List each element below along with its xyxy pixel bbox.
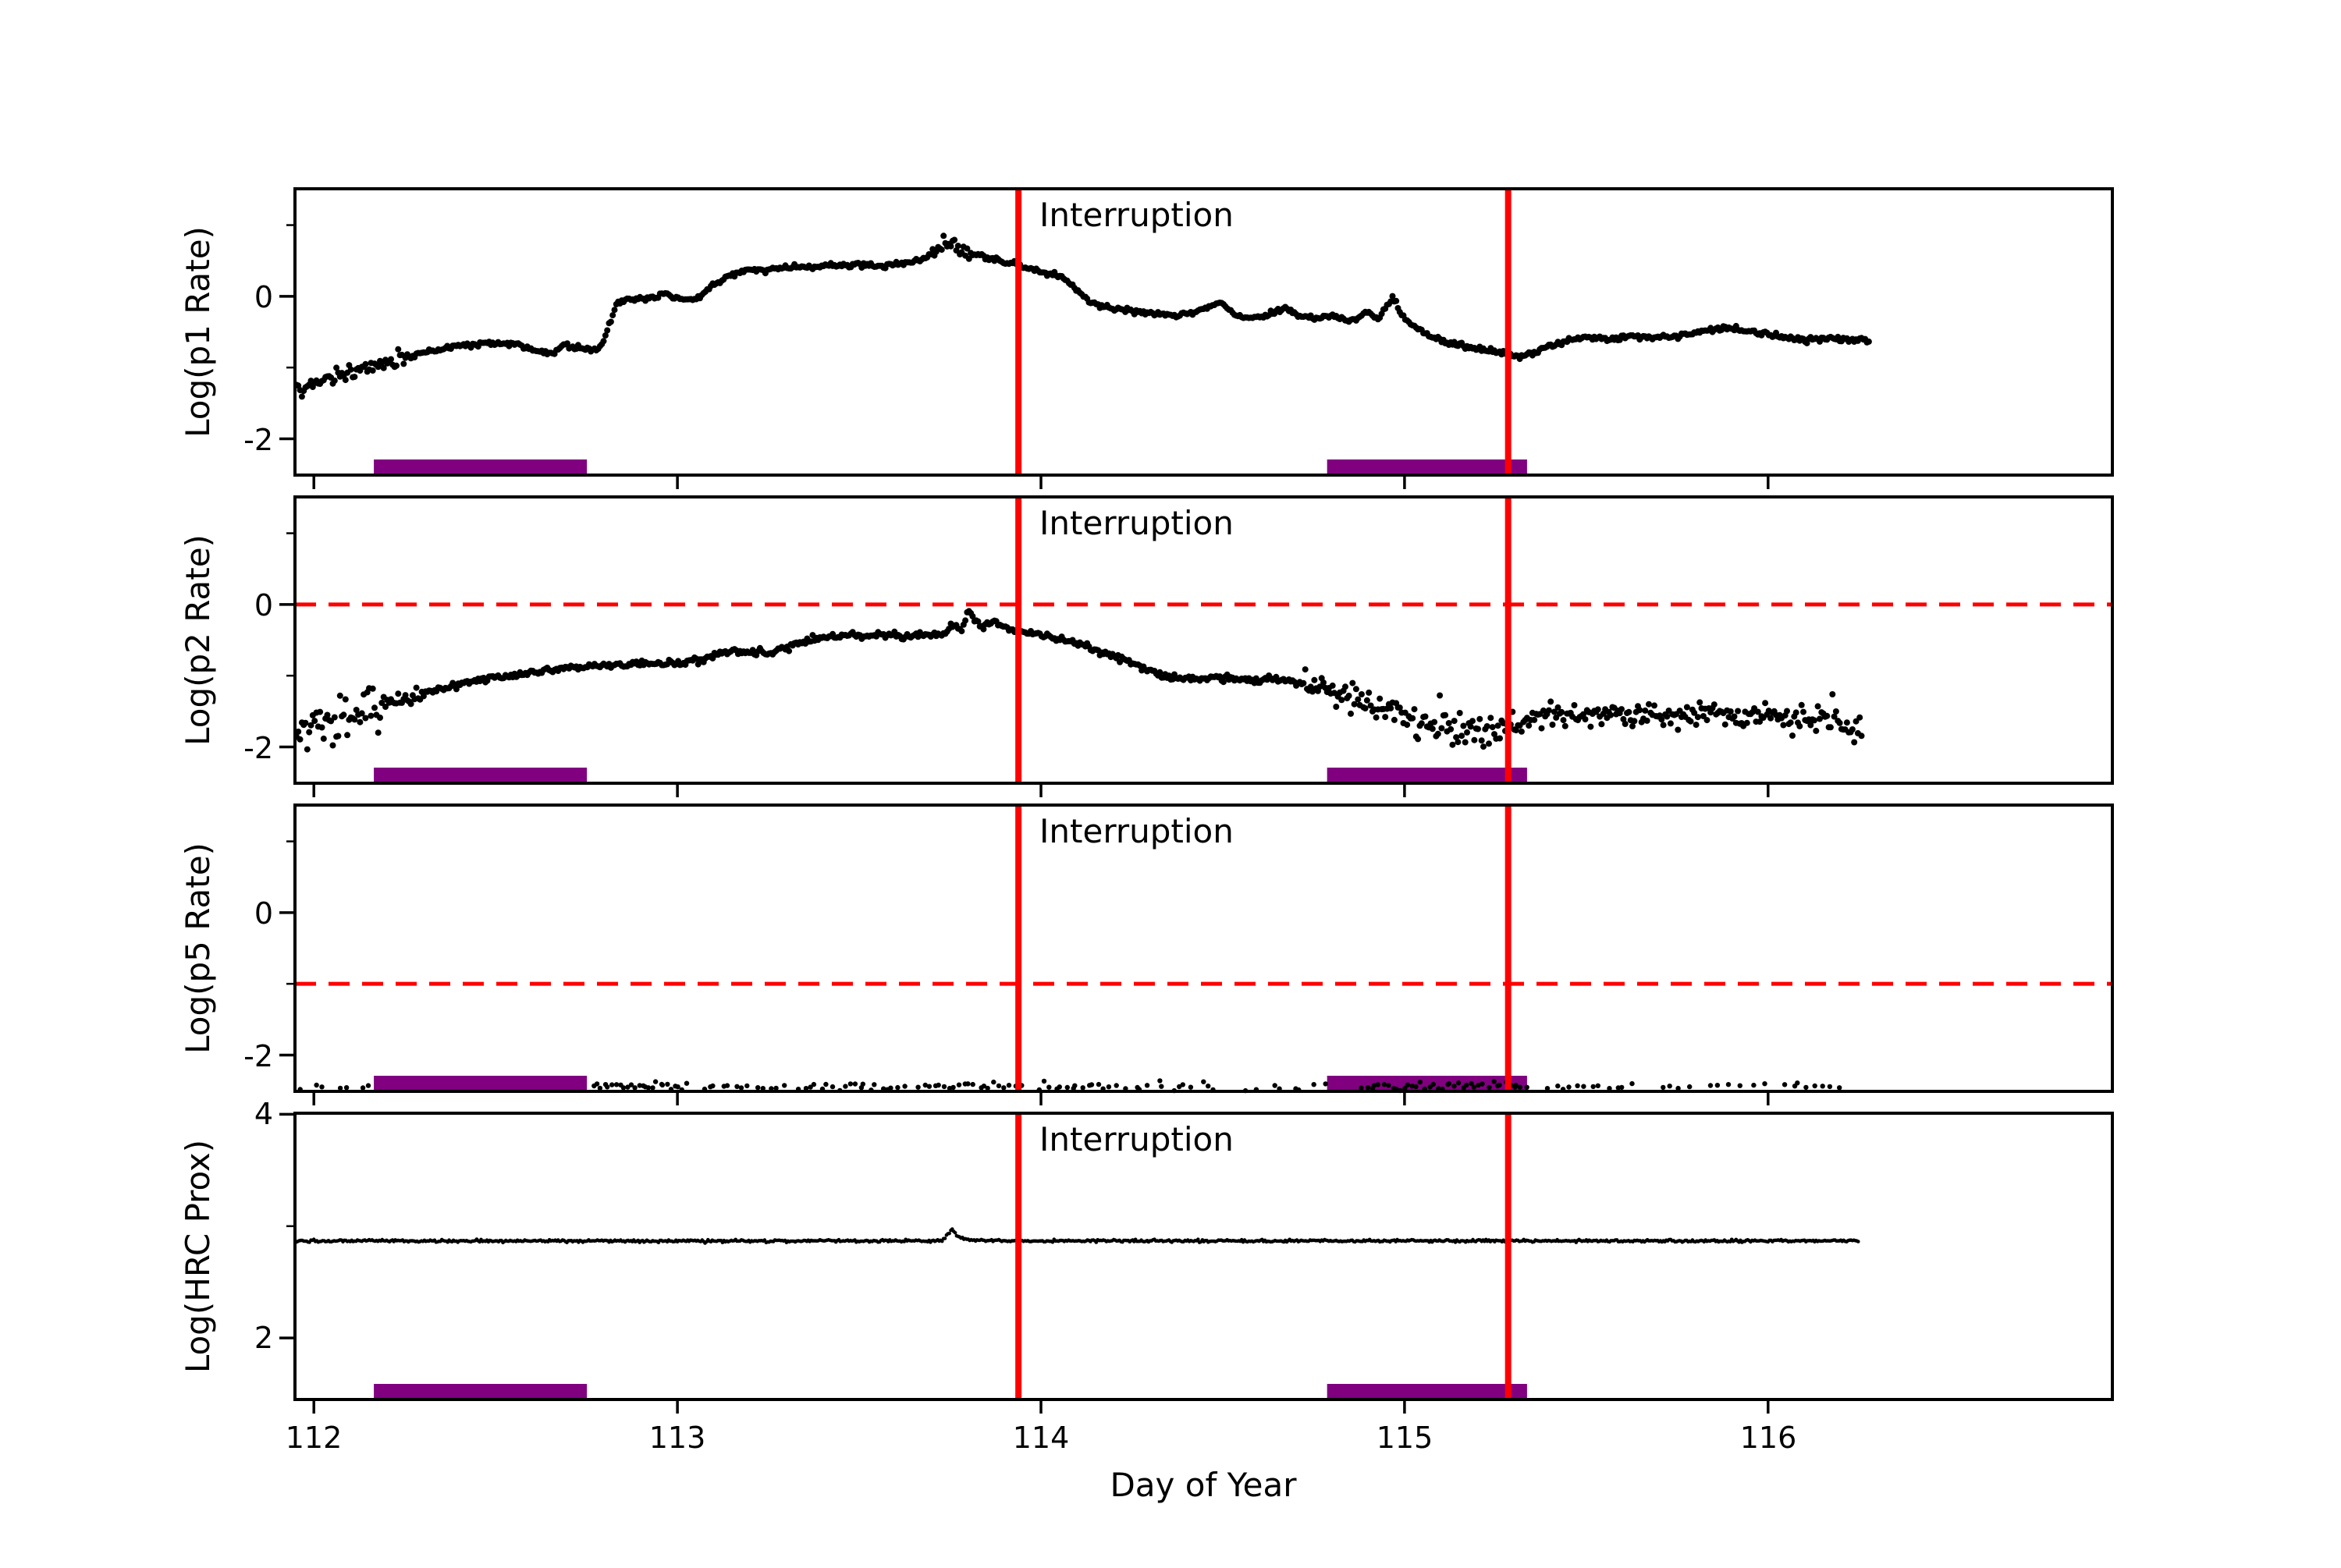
y-axis-label-p1: Log(p1 Rate) xyxy=(179,226,217,438)
x-tick-label: 114 xyxy=(1013,1421,1070,1455)
subplot-hrc xyxy=(279,1112,2114,1414)
x-axis-label: Day of Year xyxy=(1110,1466,1297,1504)
subplot-frame xyxy=(293,187,2114,477)
p2-series xyxy=(293,608,1865,753)
observation-band-1 xyxy=(374,1384,588,1398)
y-tick-label: 0 xyxy=(254,588,273,623)
chart-generated-content xyxy=(279,187,2114,1414)
subplot-frame xyxy=(293,1112,2114,1401)
y-tick-label: -2 xyxy=(243,423,273,457)
y-axis-label-p2: Log(p2 Rate) xyxy=(179,534,217,746)
interruption-annotation: Interruption xyxy=(1039,196,1234,234)
y-tick-label: 4 xyxy=(254,1097,273,1131)
x-tick-label: 115 xyxy=(1377,1421,1433,1455)
subplot-p1 xyxy=(279,187,2114,489)
observation-band-2 xyxy=(1327,459,1527,474)
subplot-p5 xyxy=(279,804,2114,1105)
y-axis-label-hrc: Log(HRC Prox) xyxy=(179,1140,217,1373)
observation-band-2 xyxy=(1327,1384,1527,1398)
observation-band-2 xyxy=(1327,768,1527,782)
observation-band-1 xyxy=(374,768,588,782)
y-tick-label: -2 xyxy=(243,731,273,765)
y-axis-label-p5: Log(p5 Rate) xyxy=(179,843,217,1054)
interruption-annotation: Interruption xyxy=(1039,504,1234,542)
subplot-frame xyxy=(293,804,2114,1093)
y-tick-label: 0 xyxy=(254,280,273,314)
y-tick-label: -2 xyxy=(243,1039,273,1073)
y-tick-label: 0 xyxy=(254,896,273,931)
observation-band-1 xyxy=(374,459,588,474)
x-tick-label: 113 xyxy=(649,1421,706,1455)
hrc-series xyxy=(294,1227,1860,1245)
interruption-annotation: Interruption xyxy=(1039,1120,1234,1158)
observation-band-1 xyxy=(374,1076,588,1090)
subplot-frame xyxy=(293,495,2114,785)
p5-series xyxy=(297,1078,1842,1094)
chart-text-layer: Log(p1 Rate) Log(p2 Rate) Log(p5 Rate) L… xyxy=(179,196,1796,1504)
p1-series xyxy=(293,232,1872,400)
y-tick-label: 2 xyxy=(254,1321,273,1355)
interruption-annotation: Interruption xyxy=(1039,812,1234,850)
subplot-p2 xyxy=(279,495,2114,797)
x-tick-label: 116 xyxy=(1740,1421,1797,1455)
x-tick-label: 112 xyxy=(286,1421,343,1455)
